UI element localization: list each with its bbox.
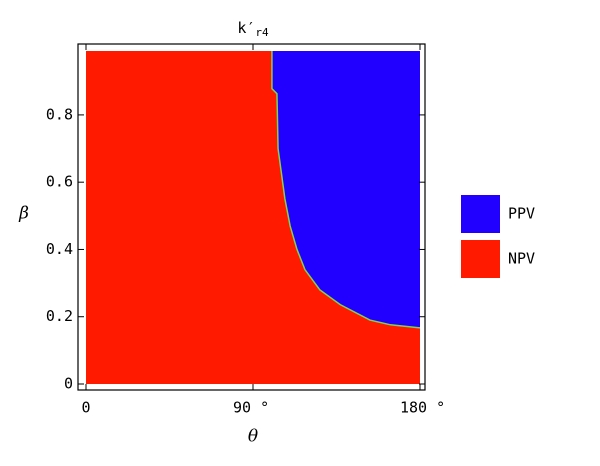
y-axis-label: β — [18, 204, 29, 224]
y-tick-label: 0.6 — [46, 173, 73, 191]
legend-label: PPV — [508, 205, 535, 223]
chart-title: k′r4 — [237, 19, 269, 40]
y-tick-label: 0.2 — [46, 307, 73, 325]
y-tick-label: 0 — [64, 375, 73, 393]
x-axis-label: θ — [248, 427, 258, 447]
boundary-line — [271, 51, 421, 329]
region-ppv — [271, 51, 420, 328]
title-main: k′ — [237, 19, 255, 37]
x-tick-label: 90 ° — [233, 399, 269, 417]
legend-swatch — [461, 195, 500, 233]
legend-label: NPV — [508, 250, 535, 268]
y-tick-label: 0.4 — [46, 240, 73, 258]
x-tick-label: 0 — [81, 399, 90, 417]
title-subscript: r4 — [255, 26, 269, 39]
y-tick-label: 0.8 — [46, 105, 73, 123]
x-tick-label: 180 ° — [400, 399, 445, 417]
legend-swatch — [461, 240, 500, 278]
